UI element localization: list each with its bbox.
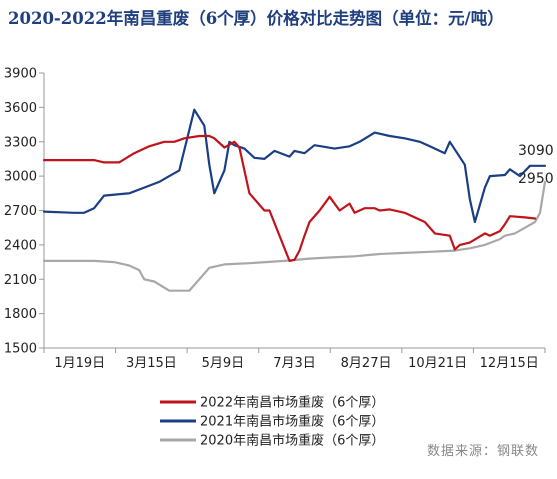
x-tick-label: 10月21日: [408, 356, 467, 371]
x-tick-label: 5月9日: [202, 356, 245, 371]
y-tick-label: 3000: [4, 170, 37, 185]
data-source-note: 数据来源：钢联数: [426, 444, 539, 459]
series-line-1: [42, 108, 547, 224]
end-label-2020: 2950: [518, 171, 554, 187]
legend: 2022年南昌市场重废（6个厚） 2021年南昌市场重废（6个厚） 2020年南昌市…: [160, 395, 384, 449]
x-tick-label: 8月27日: [341, 356, 392, 371]
series-line-0: [42, 134, 537, 262]
series-line-2: [42, 180, 547, 292]
y-tick-label: 2100: [4, 273, 37, 288]
series-lines: [42, 108, 547, 292]
x-tick-label: 7月3日: [273, 356, 316, 371]
y-tick-label: 2700: [4, 204, 37, 219]
legend-label-2: 2020年南昌市场重废（6个厚）: [200, 433, 384, 449]
y-tick-label: 2400: [4, 238, 37, 253]
x-tick-label: 12月15日: [480, 356, 539, 371]
y-tick-label: 3300: [4, 135, 37, 150]
x-tick-label: 1月19日: [54, 356, 105, 371]
tick-labels: 1500 1800 2100 2400 2700 3000 3300 3600 3900 1月19…: [4, 67, 539, 372]
y-tick-label: 1500: [4, 342, 37, 357]
y-tick-label: 3900: [4, 67, 37, 82]
y-tick-label: 1800: [4, 307, 37, 322]
x-tick-label: 3月15日: [126, 356, 177, 371]
end-label-2021: 3090: [518, 143, 554, 159]
legend-label-0: 2022年南昌市场重废（6个厚）: [200, 395, 384, 411]
axes: [39, 72, 546, 353]
chart-title: 2020-2022年南昌重废（6个厚）价格对比走势图（单位：元/吨）: [8, 9, 504, 28]
y-tick-label: 3600: [4, 101, 37, 116]
legend-label-1: 2021年南昌市场重废（6个厚）: [200, 414, 384, 430]
